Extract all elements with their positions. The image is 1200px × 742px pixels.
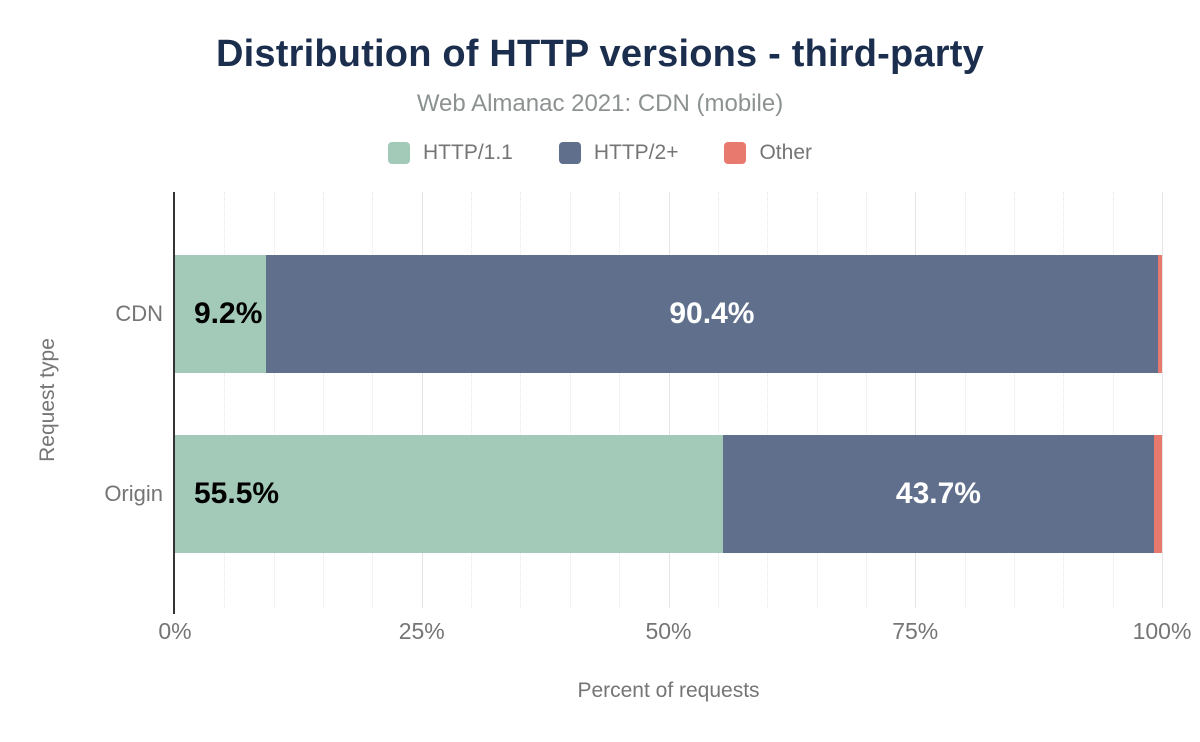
bar-value-label: 9.2% bbox=[194, 297, 263, 330]
minor-gridline bbox=[569, 192, 571, 608]
legend-swatch-icon bbox=[388, 142, 410, 164]
bar-origin: 55.5% 43.7% bbox=[175, 435, 1162, 553]
minor-gridline bbox=[471, 192, 473, 608]
minor-gridline bbox=[1112, 192, 1114, 608]
major-gridline bbox=[668, 192, 670, 608]
bar-segment-origin-other[interactable] bbox=[1154, 435, 1162, 553]
legend-label: HTTP/1.1 bbox=[423, 141, 513, 164]
legend-label: HTTP/2+ bbox=[593, 141, 679, 164]
bar-segment-cdn-other[interactable] bbox=[1158, 255, 1162, 373]
minor-gridline bbox=[372, 192, 374, 608]
x-axis-title: Percent of requests bbox=[577, 679, 760, 702]
minor-gridline bbox=[520, 192, 522, 608]
y-axis-title: Request type bbox=[36, 338, 59, 462]
minor-gridline bbox=[816, 192, 818, 608]
chart-title: Distribution of HTTP versions - third-pa… bbox=[216, 33, 984, 75]
x-tick-label-25: 25% bbox=[398, 618, 445, 644]
legend-label: Other bbox=[759, 141, 812, 164]
legend-swatch-icon bbox=[558, 142, 581, 164]
major-gridline bbox=[915, 192, 917, 608]
major-gridline bbox=[1162, 192, 1163, 608]
legend-item-http-1-1[interactable]: HTTP/1.1 bbox=[388, 141, 513, 165]
bar-segment-cdn-http-2[interactable]: 90.4% bbox=[265, 255, 1159, 373]
bar-segment-cdn-http-1-1[interactable]: 9.2% bbox=[175, 255, 266, 373]
minor-gridline bbox=[717, 192, 719, 608]
minor-gridline bbox=[619, 192, 621, 608]
minor-gridline bbox=[767, 192, 769, 608]
minor-gridline bbox=[1013, 192, 1015, 608]
bar-segment-origin-http-2[interactable]: 43.7% bbox=[722, 435, 1155, 553]
x-tick-label-100: 100% bbox=[1132, 618, 1192, 644]
major-gridline bbox=[421, 192, 423, 608]
legend: HTTP/1.1 HTTP/2+ Other bbox=[0, 141, 1200, 165]
minor-gridline bbox=[1063, 192, 1065, 608]
minor-gridline bbox=[273, 192, 275, 608]
legend-item-other[interactable]: Other bbox=[724, 141, 812, 165]
minor-gridline bbox=[865, 192, 867, 608]
bar-cdn: 9.2% 90.4% bbox=[175, 255, 1162, 373]
bar-value-label: 55.5% bbox=[194, 477, 280, 510]
minor-gridline bbox=[224, 192, 226, 608]
y-category-label-origin: Origin bbox=[104, 481, 163, 506]
chart-subtitle: Web Almanac 2021: CDN (mobile) bbox=[416, 90, 784, 117]
bar-value-label: 43.7% bbox=[895, 477, 981, 510]
x-tick-label-75: 75% bbox=[892, 618, 939, 644]
plot-area: 9.2% 90.4% 55.5% 43.7% bbox=[175, 192, 1163, 608]
minor-gridline bbox=[964, 192, 966, 608]
y-category-label-cdn: CDN bbox=[115, 301, 163, 326]
bar-value-label: 90.4% bbox=[669, 297, 755, 330]
legend-swatch-icon bbox=[724, 142, 747, 164]
y-axis-line bbox=[173, 192, 175, 614]
legend-item-http-2[interactable]: HTTP/2+ bbox=[558, 141, 679, 165]
x-tick-label-50: 50% bbox=[645, 618, 692, 644]
minor-gridline bbox=[323, 192, 325, 608]
x-tick-label-0: 0% bbox=[158, 618, 192, 644]
bar-segment-origin-http-1-1[interactable]: 55.5% bbox=[175, 435, 723, 553]
